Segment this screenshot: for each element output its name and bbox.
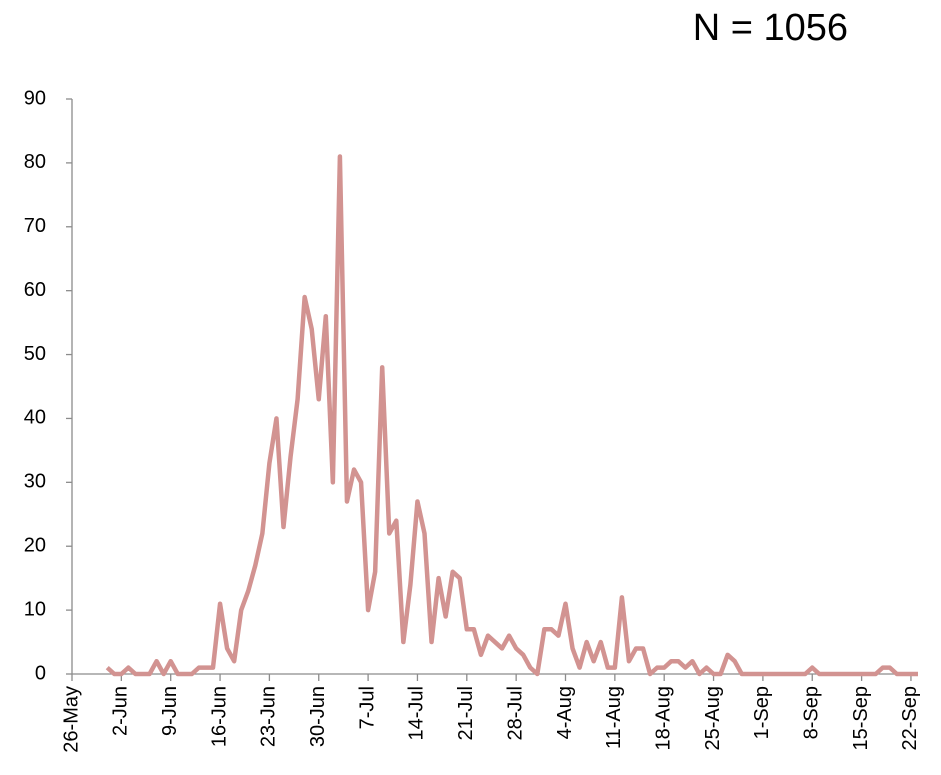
- x-tick-label: 7-Jul: [356, 686, 378, 729]
- x-tick-label: 16-Jun: [208, 686, 230, 747]
- chart-title: N = 1056: [693, 7, 848, 49]
- y-tick-label: 80: [24, 151, 46, 173]
- y-tick-label: 0: [35, 662, 46, 684]
- x-tick-label: 25-Aug: [702, 686, 724, 751]
- x-tick-label: 18-Aug: [652, 686, 674, 751]
- y-tick-label: 60: [24, 279, 46, 301]
- x-tick-label: 26-May: [60, 686, 82, 753]
- x-tick-label: 1-Sep: [751, 686, 773, 739]
- x-tick-label: 9-Jun: [159, 686, 181, 736]
- x-tick-label: 21-Jul: [455, 686, 477, 740]
- x-tick-label: 30-Jun: [307, 686, 329, 747]
- y-tick-label: 20: [24, 535, 46, 557]
- y-tick-label: 90: [24, 87, 46, 109]
- y-tick-label: 70: [24, 215, 46, 237]
- x-tick-label: 22-Sep: [899, 686, 921, 751]
- data-line: [105, 154, 918, 677]
- x-tick-label: 14-Jul: [406, 686, 428, 740]
- y-tick-label: 10: [24, 598, 46, 620]
- x-tick-label: 28-Jul: [504, 686, 526, 740]
- x-tick-label: 15-Sep: [850, 686, 872, 751]
- x-tick-label: 8-Sep: [801, 686, 823, 739]
- x-tick-label: 4-Aug: [554, 686, 576, 739]
- x-tick-label: 23-Jun: [258, 686, 280, 747]
- x-tick-label: 2-Jun: [110, 686, 132, 736]
- y-tick-label: 30: [24, 471, 46, 493]
- x-tick-label: 11-Aug: [603, 686, 625, 749]
- y-tick-label: 50: [24, 343, 46, 365]
- y-tick-label: 40: [24, 407, 46, 429]
